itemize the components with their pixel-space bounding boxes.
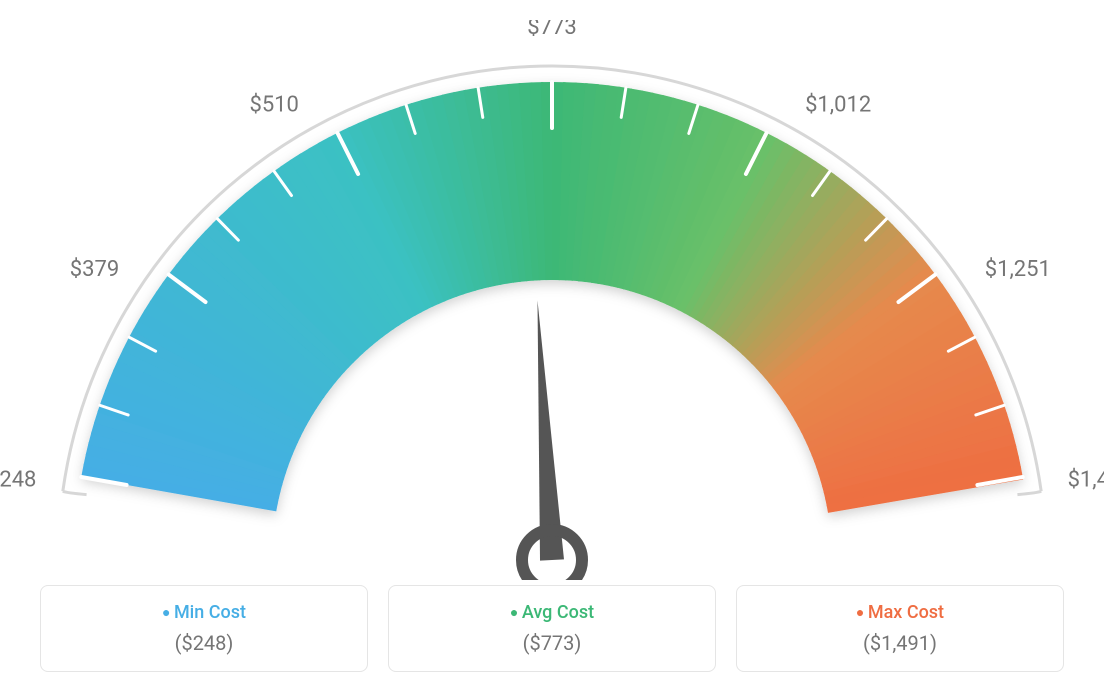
legend-avg-value: ($773) [401, 631, 703, 655]
gauge-tick-label: $248 [0, 467, 36, 492]
legend-min-value: ($248) [53, 631, 355, 655]
legend-min-label: Min Cost [53, 602, 355, 623]
legend-max-value: ($1,491) [749, 631, 1051, 655]
legend-avg-label: Avg Cost [401, 602, 703, 623]
legend-card-max: Max Cost ($1,491) [736, 585, 1064, 672]
gauge-svg: $248 $379 $510 $773 $1,012 $1,251 $1,491 [0, 20, 1104, 580]
gauge-tick-label: $1,251 [985, 257, 1051, 282]
gauge-tick-label: $379 [70, 257, 119, 282]
gauge-needle [537, 300, 563, 560]
gauge-tick-label: $1,012 [805, 92, 871, 117]
legend-card-min: Min Cost ($248) [40, 585, 368, 672]
gauge-tick-label: $510 [249, 92, 298, 117]
legend-row: Min Cost ($248) Avg Cost ($773) Max Cost… [40, 585, 1064, 672]
legend-card-avg: Avg Cost ($773) [388, 585, 716, 672]
gauge-chart: $248 $379 $510 $773 $1,012 $1,251 $1,491 [0, 20, 1104, 580]
gauge-tick-label: $1,491 [1068, 467, 1104, 492]
legend-max-label: Max Cost [749, 602, 1051, 623]
gauge-tick-label: $773 [527, 20, 576, 40]
